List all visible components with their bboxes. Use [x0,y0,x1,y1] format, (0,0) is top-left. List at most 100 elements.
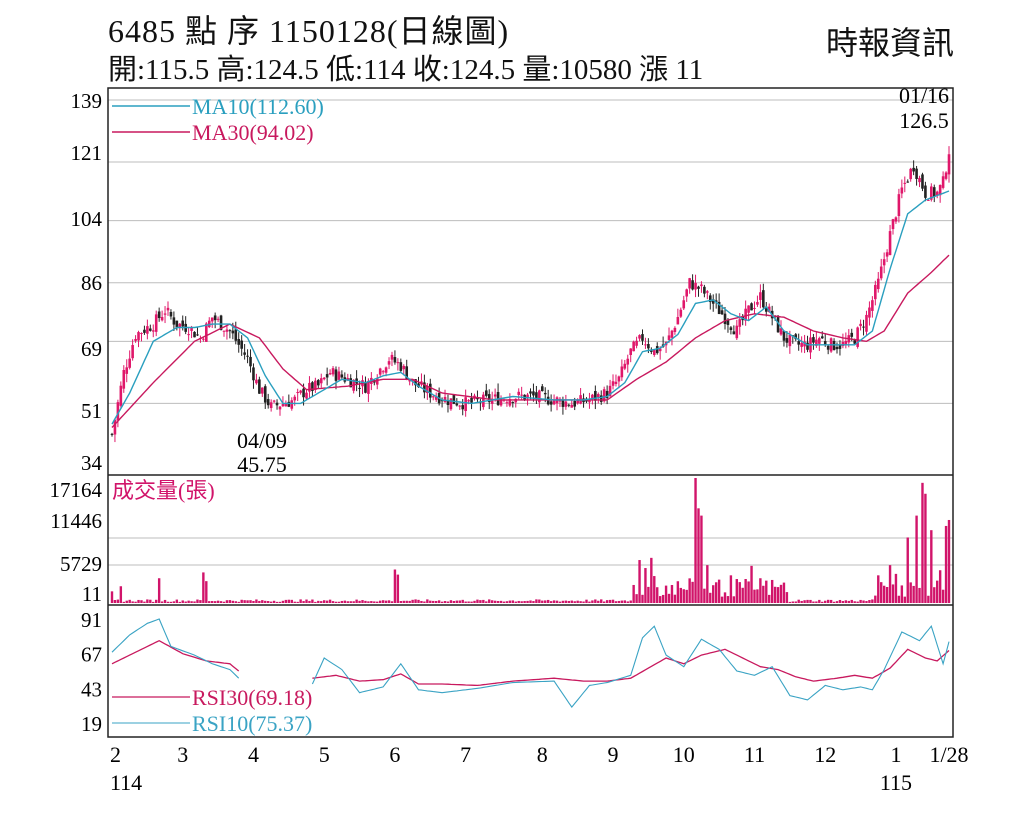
volume-bar [738,582,741,603]
volume-bar [682,589,685,603]
candle-body [717,301,721,315]
candle-body [228,330,232,332]
volume-bar [532,601,535,603]
candle-body [711,299,715,304]
volume-bar [299,599,302,603]
candle-body [850,332,854,337]
candle-body [349,378,353,388]
candle-body [818,338,821,344]
volume-bar [243,600,246,603]
volume-bar [859,599,862,603]
volume-bar [284,599,288,603]
candle-body [897,194,901,217]
candle-body [381,371,385,373]
candle-body [767,306,771,313]
candle-body [647,343,650,349]
volume-bar [868,600,871,603]
candle-body [552,400,556,405]
volume-bar [234,601,237,603]
volume-bars [110,478,951,603]
candle-body [252,367,255,381]
volume-bar [461,599,464,603]
candle-body [549,401,553,405]
volume-bar [582,601,585,603]
candle-body [426,386,429,394]
candle-body [296,392,299,394]
candle-body [119,385,123,406]
candle-body [841,341,845,347]
volume-bar [505,601,509,603]
volume-bar [452,601,456,603]
candle-body [305,392,308,399]
candle-body [408,379,411,382]
volume-bar [809,599,812,603]
candle-body [629,348,633,356]
volume-bar [157,578,161,603]
volume-bar [570,600,573,603]
candle-body [655,346,659,354]
volume-bar [747,581,750,603]
volume-bar [119,586,123,603]
ma30-line [111,254,950,428]
candle-body [467,400,470,402]
volume-bar [697,508,700,603]
volume-bar [122,601,125,603]
volume-bar [930,530,933,603]
x-tick-label: 5 [319,742,330,767]
candle-body [317,380,320,386]
volume-bar [502,601,506,603]
volume-bar [340,600,344,603]
volume-bar [352,601,355,603]
volume-bar [941,589,945,603]
volume-bar [429,600,432,603]
candle-body [538,390,541,403]
volume-bar [850,599,853,603]
candle-body [163,313,167,315]
candle-body [190,327,193,331]
volume-tick-label: 11 [82,582,102,606]
volume-bar [331,601,335,603]
volume-bar [641,594,644,603]
volume-bar [175,599,179,603]
peak-date-label: 01/16 [899,83,949,108]
volume-bar [862,600,865,603]
volume-bar [125,600,128,603]
volume-bar [882,585,886,603]
volume-bar [564,600,568,603]
volume-bar [947,519,951,603]
volume-bar [762,585,765,603]
volume-bar [514,601,517,603]
candle-body [782,330,786,341]
candle-body [178,323,182,328]
candle-body [281,403,285,407]
volume-bar [706,565,709,603]
volume-bar [414,599,417,603]
volume-bar [499,600,503,603]
volume-bar [213,601,217,603]
volume-bar [558,601,562,603]
volume-bar [818,599,821,603]
volume-bar [143,601,146,603]
low-date-label: 04/09 [237,428,287,453]
volume-bar [349,601,352,603]
candle-body [314,380,317,391]
volume-bar [944,525,948,603]
volume-bar [411,599,414,603]
volume-bar [797,599,800,603]
candle-body [856,327,859,347]
volume-bar [841,601,845,603]
candle-body [128,358,131,368]
candle-body [853,340,856,344]
volume-bar [620,600,624,603]
rsi10-line [111,618,240,679]
volume-bar [426,599,429,603]
volume-bar [623,600,627,603]
candle-body [446,401,450,405]
volume-bar [264,600,267,603]
rsi10-line [311,625,950,709]
volume-bar [591,600,594,603]
candle-body [464,397,467,411]
volume-bar [700,515,703,603]
chart-frame [107,87,954,738]
